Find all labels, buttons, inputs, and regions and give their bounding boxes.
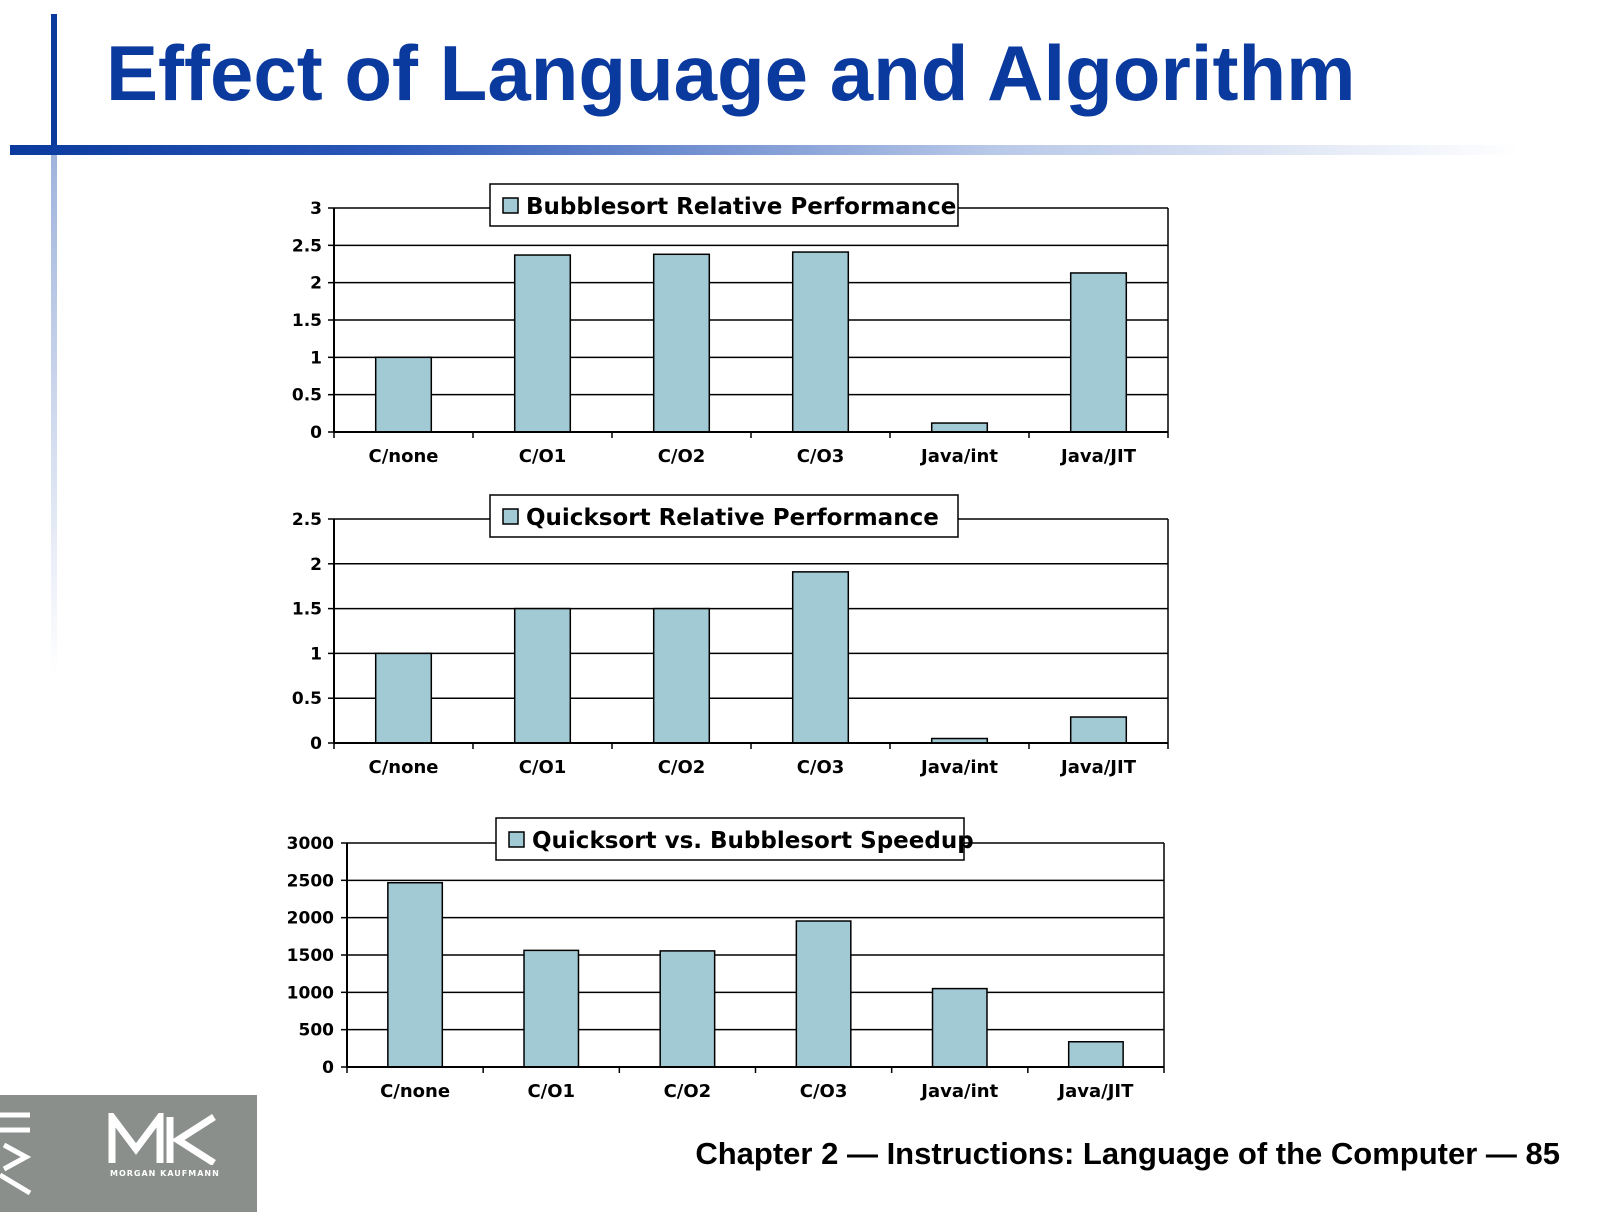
x-category-label: C/none [369, 446, 439, 467]
x-category-label: C/none [380, 1081, 450, 1102]
y-tick-label: 1 [310, 348, 322, 368]
y-tick-label: 3 [310, 199, 322, 219]
x-category-label: C/O3 [797, 757, 845, 778]
legend-swatch [502, 197, 519, 214]
y-tick-label: 1.5 [292, 600, 322, 620]
y-tick-label: 2 [310, 274, 322, 294]
x-category-label: C/O2 [658, 446, 706, 467]
x-category-label: Java/JIT [1056, 1081, 1134, 1102]
bubblesort-chart: 0 0.5 1 1.5 2 2.5 3 C/none C/O1 C/O2 C/O3 Java/int J… [292, 183, 1169, 467]
legend-swatch [508, 831, 525, 848]
y-tick-label: 3000 [287, 834, 334, 854]
quicksort-chart: 0 0.5 1 1.5 2 2.5 C/none C/O1 C/O2 C/O3 Java/int Ja… [292, 494, 1169, 778]
left-fade-bar [51, 154, 57, 674]
y-tick-label: 0.5 [292, 689, 322, 709]
x-category-label: C/O3 [797, 446, 845, 467]
title-underline-rule [10, 145, 1520, 155]
bar-java-int [931, 987, 988, 1068]
legend-box [489, 494, 959, 538]
y-tick-label: 1000 [287, 983, 334, 1003]
x-category-label: C/O2 [658, 757, 706, 778]
logo-side-mark-icon [0, 1112, 32, 1195]
bar-java-jit [1067, 1041, 1124, 1068]
y-tick-label: 2.5 [292, 510, 322, 530]
x-category-label: Java/JIT [1059, 757, 1137, 778]
bar-c-o3 [791, 571, 850, 744]
y-tick-label: 0 [310, 423, 322, 443]
y-tick-label: 2500 [287, 871, 334, 891]
x-category-label: C/O1 [527, 1081, 575, 1102]
bar-java-jit [1069, 272, 1128, 433]
bar-c-o3 [791, 251, 850, 433]
title-accent-vertical-bar [51, 14, 57, 154]
y-tick-label: 0.5 [292, 386, 322, 406]
bar-c-o3 [795, 920, 852, 1068]
bar-c-o2 [659, 950, 716, 1068]
bar-java-int [930, 422, 989, 433]
speedup-chart: 0 500 1000 1500 2000 2500 3000 C/none C/O1 C/O2 C/… [287, 817, 1165, 1102]
x-category-label: Java/int [919, 757, 998, 778]
bar-c-none [387, 881, 444, 1068]
x-category-label: Java/JIT [1059, 446, 1137, 467]
y-tick-label: 2 [310, 555, 322, 575]
x-category-label: C/none [369, 757, 439, 778]
legend-label: Quicksort vs. Bubblesort Speedup [532, 828, 974, 854]
x-category-label: Java/int [919, 446, 998, 467]
x-category-label: Java/int [919, 1081, 998, 1102]
slide-title: Effect of Language and Algorithm [106, 29, 1356, 117]
y-tick-label: 0 [322, 1058, 334, 1078]
bar-c-none [374, 356, 433, 433]
y-tick-label: 2.5 [292, 236, 322, 256]
y-tick-label: 0 [310, 734, 322, 754]
y-tick-label: 1.5 [292, 311, 322, 331]
x-category-label: C/O3 [800, 1081, 848, 1102]
bar-c-none [374, 652, 433, 744]
y-tick-label: 1500 [287, 946, 334, 966]
x-category-label: C/O1 [519, 757, 567, 778]
x-category-label: C/O2 [664, 1081, 712, 1102]
legend-label: Quicksort Relative Performance [526, 505, 939, 531]
bar-c-o2 [652, 607, 711, 744]
y-tick-label: 500 [299, 1021, 335, 1041]
legend-label: Bubblesort Relative Performance [526, 194, 956, 220]
bar-c-o1 [513, 254, 572, 433]
bar-c-o2 [652, 253, 711, 433]
publisher-logo: MORGAN KAUFMANN [0, 1095, 257, 1212]
legend-swatch [502, 508, 519, 525]
bar-c-o1 [523, 949, 580, 1068]
x-category-label: C/O1 [519, 446, 567, 467]
y-tick-label: 1 [310, 644, 322, 664]
logo-text: MORGAN KAUFMANN [110, 1169, 220, 1178]
legend-box [489, 183, 959, 227]
y-tick-label: 2000 [287, 909, 334, 929]
bar-java-jit [1069, 716, 1128, 744]
legend-box [495, 817, 965, 861]
slide-footer: Chapter 2 — Instructions: Language of th… [695, 1136, 1560, 1171]
bar-c-o1 [513, 607, 572, 744]
mk-monogram-icon [108, 1113, 216, 1165]
